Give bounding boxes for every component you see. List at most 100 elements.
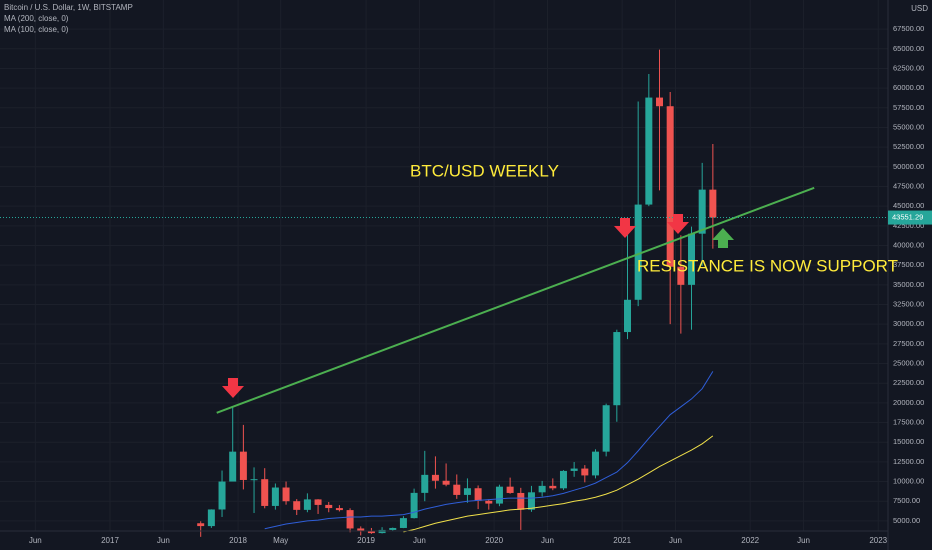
candle-body	[229, 451, 237, 482]
x-tick-label: 2021	[613, 536, 631, 545]
y-tick-label: 30000.00	[893, 319, 924, 328]
x-tick-label: Jun	[413, 536, 426, 545]
y-tick-label: 25000.00	[893, 359, 924, 368]
x-tick-label: 2017	[101, 536, 119, 545]
y-tick-label: 22500.00	[893, 378, 924, 387]
candle-body	[442, 480, 450, 485]
candle-body	[399, 518, 407, 528]
candle-body	[485, 500, 493, 504]
arrow-down	[222, 378, 244, 398]
x-tick-label: 2020	[485, 536, 503, 545]
legend-entry: MA (100, close, 0)	[4, 25, 69, 34]
candle-body	[463, 488, 471, 495]
y-tick-label: 12500.00	[893, 457, 924, 466]
x-tick-label: Jun	[157, 536, 170, 545]
candle-body	[634, 204, 642, 300]
candle-body	[698, 189, 706, 234]
candle-body	[688, 233, 696, 285]
y-tick-label: 55000.00	[893, 122, 924, 131]
candle-body	[581, 468, 589, 476]
candle-body	[410, 492, 418, 519]
arrow-up	[712, 228, 734, 248]
candle-body	[303, 499, 311, 510]
candle-body	[250, 479, 258, 481]
candle-body	[367, 530, 375, 534]
candle-body	[378, 529, 386, 534]
candle-body	[431, 474, 439, 481]
candle-body	[613, 332, 621, 406]
y-tick-label: 5000.00	[893, 516, 920, 525]
x-tick-label: 2019	[357, 536, 375, 545]
x-tick-label: Jun	[797, 536, 810, 545]
trendline	[216, 186, 815, 414]
candle-body	[261, 479, 269, 506]
y-tick-label: 7500.00	[893, 496, 920, 505]
candle-body	[677, 266, 685, 285]
annotation: BTC/USD WEEKLY	[410, 161, 559, 180]
candle-body	[549, 485, 557, 489]
candle-body	[293, 501, 301, 510]
y-tick-label: 27500.00	[893, 339, 924, 348]
y-tick-label: 15000.00	[893, 437, 924, 446]
ma-line	[264, 371, 714, 530]
candle-body	[325, 504, 333, 509]
y-tick-label: 47500.00	[893, 181, 924, 190]
candle-body	[591, 451, 599, 476]
candle-body	[421, 474, 429, 493]
legend-title: Bitcoin / U.S. Dollar, 1W, BITSTAMP	[4, 3, 133, 12]
x-tick-label: 2018	[229, 536, 247, 545]
y-tick-label: 52500.00	[893, 142, 924, 151]
candle-body	[197, 523, 205, 527]
y-tick-label: 20000.00	[893, 398, 924, 407]
y-tick-label: 50000.00	[893, 162, 924, 171]
y-tick-label: 62500.00	[893, 63, 924, 72]
y-tick-label: 40000.00	[893, 240, 924, 249]
candle-body	[506, 486, 514, 493]
x-tick-label: Jun	[541, 536, 554, 545]
x-tick-label: 2023	[869, 536, 887, 545]
candle-body	[538, 485, 546, 493]
candle-body	[709, 189, 717, 218]
candle-body	[495, 486, 503, 504]
annotation: RESISTANCE IS NOW SUPPORT	[637, 256, 898, 275]
currency-label: USD	[911, 4, 928, 13]
candle-body	[282, 487, 290, 502]
y-tick-label: 65000.00	[893, 44, 924, 53]
ma-line	[403, 435, 714, 533]
candle-body	[645, 97, 653, 205]
candle-body	[656, 97, 664, 107]
y-tick-label: 32500.00	[893, 299, 924, 308]
candle-body	[570, 468, 578, 471]
candle-body	[346, 510, 354, 529]
candle-body	[357, 528, 365, 531]
y-tick-label: 45000.00	[893, 201, 924, 210]
y-tick-label: 67500.00	[893, 24, 924, 33]
legend-entry: MA (200, close, 0)	[4, 14, 69, 23]
x-tick-label: May	[273, 536, 288, 545]
candle-body	[239, 451, 247, 480]
grid	[0, 0, 888, 531]
candle-body	[517, 492, 525, 510]
candle-body	[335, 508, 343, 511]
x-tick-label: Jun	[669, 536, 682, 545]
candle-body	[314, 499, 322, 505]
x-tick-label: Jun	[29, 536, 42, 545]
plot	[0, 49, 888, 537]
arrow-down	[614, 218, 636, 238]
y-tick-label: 35000.00	[893, 280, 924, 289]
y-tick-label: 10000.00	[893, 477, 924, 486]
price-label: 43551.29	[892, 213, 923, 222]
arrow-down	[667, 214, 689, 234]
price-label-box	[888, 210, 932, 225]
x-tick-label: 2022	[741, 536, 759, 545]
candle-body	[453, 484, 461, 495]
candle-body	[623, 299, 631, 333]
candle-body	[474, 488, 482, 501]
candle-body	[218, 481, 226, 510]
y-tick-label: 60000.00	[893, 83, 924, 92]
y-tick-label: 37500.00	[893, 260, 924, 269]
candle-body	[602, 405, 610, 452]
candle-body	[559, 470, 567, 489]
